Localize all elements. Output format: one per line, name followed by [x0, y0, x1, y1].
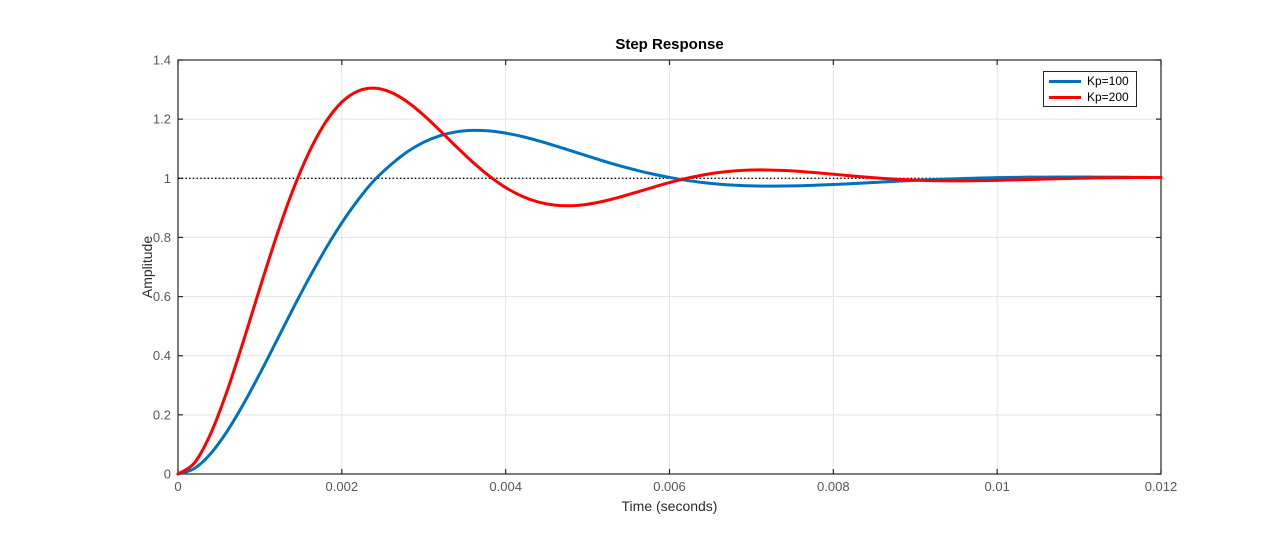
y-tick-label: 0.2	[153, 407, 171, 422]
legend-label-kp200: Kp=200	[1087, 90, 1129, 104]
x-tick-labels: 0 0.002 0.004 0.006 0.008 0.01 0.012	[174, 479, 1177, 494]
legend-label-kp100: Kp=100	[1087, 74, 1129, 88]
series-line-kp100[interactable]	[176, 128, 1163, 476]
y-tick-label: 1.2	[153, 112, 171, 127]
y-tick-label: 0.8	[153, 230, 171, 245]
y-axis-label: Amplitude	[139, 235, 155, 299]
plot-title: Step Response	[615, 36, 724, 53]
x-tick-label: 0.01	[985, 479, 1010, 494]
x-tick-label: 0.006	[653, 479, 686, 494]
y-tick-label: 1	[164, 171, 171, 186]
legend-line-sample-kp100	[1049, 79, 1081, 83]
y-tick-label: 0.6	[153, 289, 171, 304]
y-tick-labels: 0 0.2 0.4 0.6 0.8 1 1.2 1.4	[153, 53, 171, 482]
series-line-kp200[interactable]	[176, 86, 1163, 476]
y-tick-label: 0	[164, 467, 171, 482]
x-axis-label: Time (seconds)	[621, 498, 718, 514]
legend-item-kp100[interactable]: Kp=100	[1049, 73, 1131, 89]
x-tick-label: 0.004	[489, 479, 522, 494]
x-tick-label: 0.002	[326, 479, 359, 494]
x-tick-label: 0.008	[817, 479, 850, 494]
y-tick-label: 1.4	[153, 53, 171, 68]
legend-item-kp200[interactable]: Kp=200	[1049, 89, 1131, 105]
x-tick-label: 0	[174, 479, 181, 494]
x-tick-label: 0.012	[1145, 479, 1178, 494]
legend[interactable]: Kp=100 Kp=200	[1043, 71, 1137, 107]
y-tick-label: 0.4	[153, 348, 171, 363]
legend-line-sample-kp200	[1049, 95, 1081, 99]
